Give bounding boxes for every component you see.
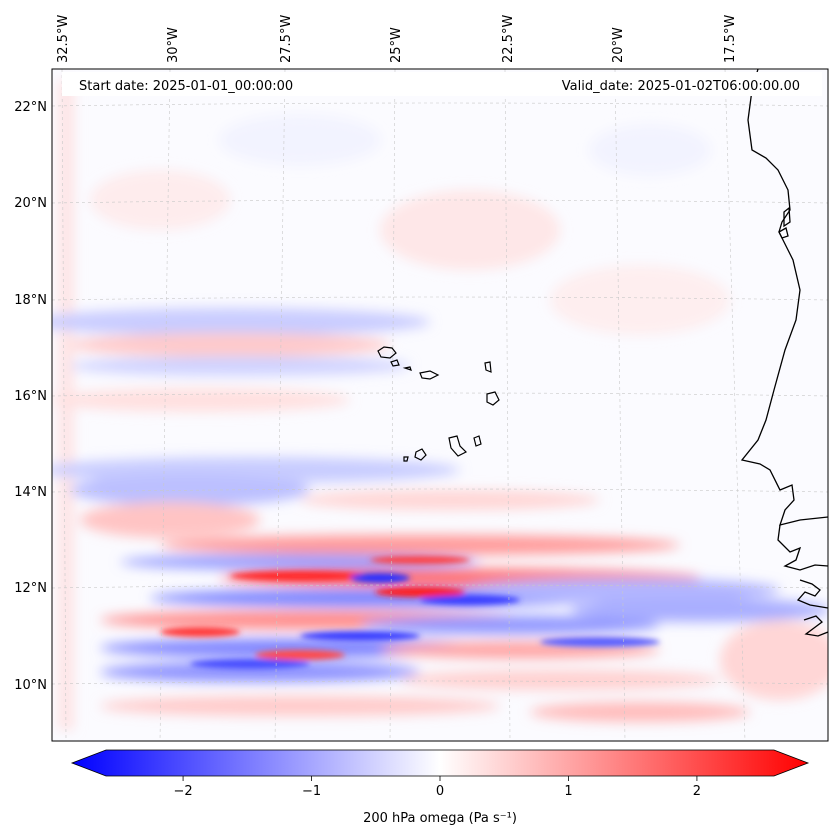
- latitude-labels: 22°N 20°N 18°N 16°N 14°N 12°N 10°N: [14, 100, 47, 693]
- coastline: [740, 69, 828, 637]
- colorbar-label: 200 hPa omega (Pa s⁻¹): [363, 811, 517, 826]
- lat-label: 14°N: [14, 485, 47, 500]
- header-strip: [62, 72, 822, 96]
- lon-label: 32.5°W: [56, 15, 71, 63]
- colorbar-bar: [70, 749, 810, 777]
- map-frame: [51, 68, 829, 742]
- lon-label: 25°W: [389, 27, 404, 63]
- map-panel: Start date: 2025-01-01_00:00:00 Valid_da…: [52, 69, 828, 741]
- colorbar-tick-label: 2: [693, 784, 701, 799]
- lon-label: 17.5°W: [723, 15, 738, 63]
- lon-label: 27.5°W: [279, 15, 294, 63]
- lat-label: 22°N: [14, 100, 47, 115]
- lon-label: 20°W: [611, 27, 626, 63]
- lat-label: 10°N: [14, 678, 47, 693]
- omega-field-cores: [160, 556, 660, 669]
- start-date-label: Start date: 2025-01-01_00:00:00: [79, 79, 293, 94]
- colorbar-tick-label: 1: [564, 784, 572, 799]
- longitude-labels: 32.5°W 30°W 27.5°W 25°W 22.5°W 20°W 17.5…: [56, 15, 738, 63]
- cape-verde-islands: [377, 346, 500, 462]
- lon-label: 30°W: [166, 27, 181, 63]
- lat-label: 20°N: [14, 196, 47, 211]
- colorbar-tick-label: −2: [173, 784, 192, 799]
- colorbar: −2 −1 0 1 2 200 hPa omega (Pa s⁻¹): [70, 749, 810, 826]
- valid-date-label: Valid_date: 2025-01-02T06:00:00.00: [562, 79, 800, 94]
- lat-label: 18°N: [14, 293, 47, 308]
- lat-label: 16°N: [14, 389, 47, 404]
- omega-field: [52, 80, 828, 730]
- lat-label: 12°N: [14, 581, 47, 596]
- graticule: [52, 69, 828, 741]
- colorbar-tick-label: 0: [436, 784, 444, 799]
- lon-label: 22.5°W: [501, 15, 516, 63]
- colorbar-tick-label: −1: [302, 784, 321, 799]
